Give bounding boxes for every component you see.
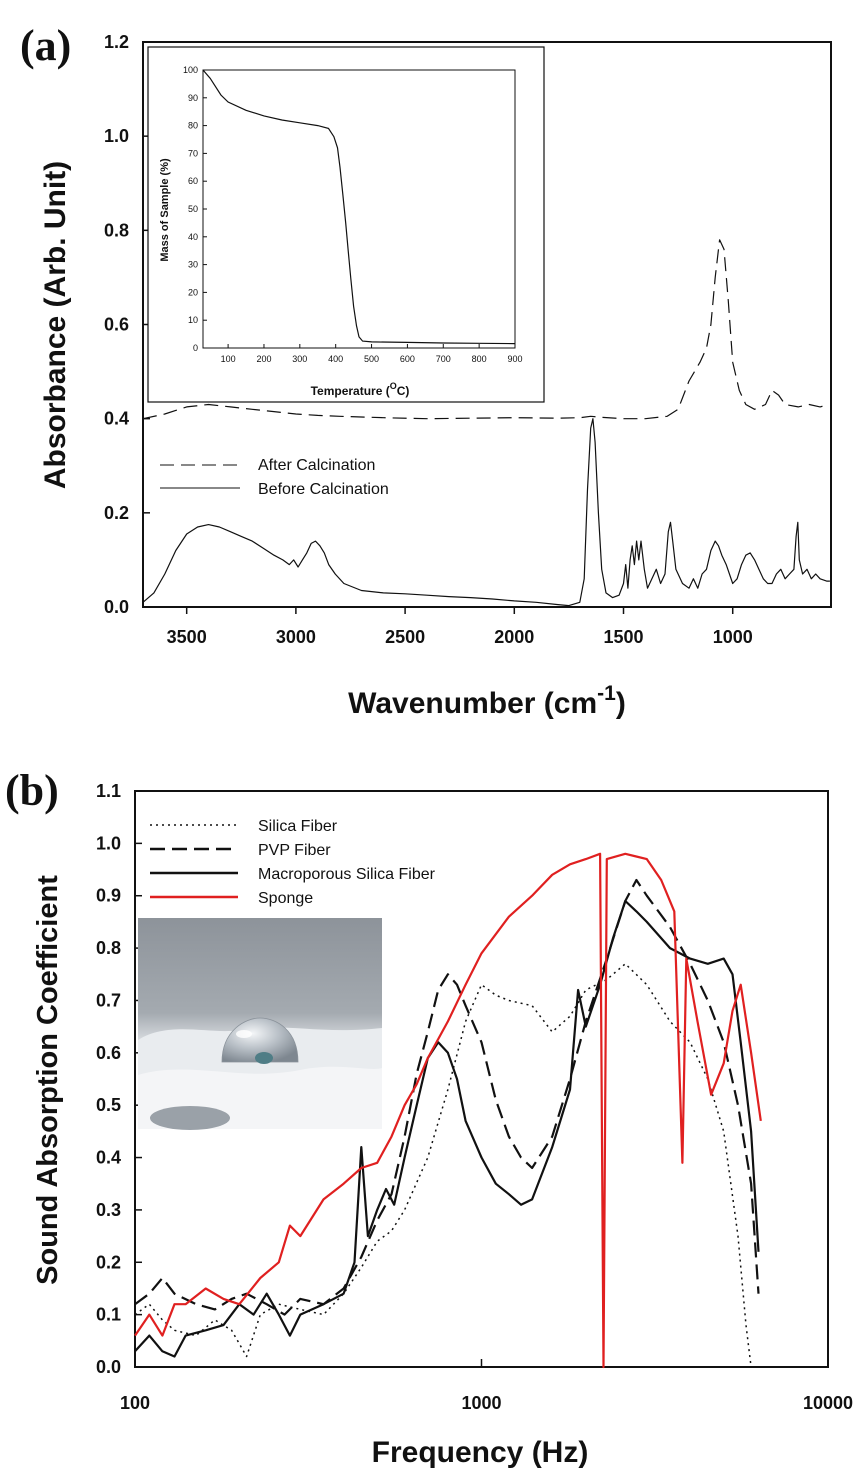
a-series-before-calcination-line (142, 418, 830, 607)
panel-a-label: (a) (20, 21, 71, 70)
a-y-tick-label: 0.0 (104, 597, 129, 617)
water-droplet-icon (221, 1017, 299, 1063)
panel-b: (b) 0.0 0.1 0.2 0.3 0.4 0.5 0.6 0.7 0.8 0.9 1.0 1.1… (5, 766, 853, 1469)
a-y-tick-label: 0.2 (104, 503, 129, 523)
inset-y-tick-label: 80 (188, 121, 198, 131)
panel-a-inset: 0 10 20 30 40 50 60 70 80 90 100 100 200 300 400 500 60… (147, 46, 545, 403)
inset-y-ticks: 0 10 20 30 40 50 60 70 80 90 100 (183, 65, 207, 353)
inset-y-tick-label: 40 (188, 232, 198, 242)
b-y-tick-label: 0.5 (96, 1095, 121, 1115)
b-x-tick-label: 1000 (461, 1393, 501, 1413)
a-x-tick-label: 1500 (603, 627, 643, 647)
inset-x-tick-label: 100 (221, 354, 236, 364)
panel-b-y-axis-label: Sound Absorption Coefficient (32, 875, 64, 1285)
a-series-after-calcination-line (142, 239, 829, 420)
inset-y-tick-label: 50 (188, 204, 198, 214)
inset-x-tick-label: 800 (472, 354, 487, 364)
panel-a-x-axis-label-sup: -1 (597, 682, 616, 705)
b-series-pvp-fiber-line (134, 878, 760, 1316)
legend-sponge-label: Sponge (258, 890, 313, 907)
inset-y-tick-label: 10 (188, 315, 198, 325)
b-x-tick-label: 10000 (803, 1393, 853, 1413)
legend-macroporous-silica-fiber-label: Macroporous Silica Fiber (258, 866, 436, 883)
droplet-reflection (255, 1052, 273, 1064)
b-y-tick-label: 0.3 (96, 1200, 121, 1220)
inset-y-tick-label: 100 (183, 65, 198, 75)
panel-b-y-ticks: 0.0 0.1 0.2 0.3 0.4 0.5 0.6 0.7 0.8 0.9 1.0 1.1 (96, 781, 142, 1377)
inset-x-tick-label: 400 (328, 354, 343, 364)
a-y-tick-label: 1.0 (104, 126, 129, 146)
a-y-tick-label: 0.8 (104, 220, 129, 240)
inset-mass-curve (202, 69, 516, 345)
panel-a-legend: After Calcination Before Calcination (160, 457, 389, 498)
panel-b-x-axis-label: Frequency (Hz) (372, 1436, 589, 1469)
a-x-tick-label: 1000 (713, 627, 753, 647)
inset-y-tick-label: 70 (188, 148, 198, 158)
inset-x-tick-label: 200 (256, 354, 271, 364)
b-series-macroporous-silica-fiber-line (134, 899, 760, 1358)
b-x-tick-label: 100 (120, 1393, 150, 1413)
inset-x-ticks: 100 200 300 400 500 600 700 800 900 (221, 344, 523, 364)
panel-a-x-axis-label: Wavenumber (cm-1) (348, 682, 626, 720)
panel-a-x-axis-label-text: Wavenumber (cm (348, 687, 597, 720)
inset-x-tick-label: 500 (364, 354, 379, 364)
panel-b-series (134, 852, 762, 1369)
b-y-tick-label: 0.1 (96, 1305, 121, 1325)
inset-x-tick-label: 600 (400, 354, 415, 364)
b-y-tick-label: 1.0 (96, 833, 121, 853)
b-y-tick-label: 1.1 (96, 781, 121, 801)
b-series-silica-fiber-line (134, 963, 752, 1368)
panel-a-y-ticks: 0.0 0.2 0.4 0.6 0.8 1.0 1.2 (104, 32, 150, 617)
b-y-tick-label: 0.8 (96, 938, 121, 958)
inset-y-axis-label: Mass of Sample (%) (159, 158, 171, 262)
a-x-tick-label: 2000 (494, 627, 534, 647)
legend-silica-fiber-label: Silica Fiber (258, 818, 338, 835)
panel-a: (a) 0.00.20.40.60.81.01.2 3500 3000 2500 20… (20, 21, 832, 720)
water-droplet-on-sponge-photo (138, 918, 382, 1130)
b-y-tick-label: 0.4 (96, 1148, 121, 1168)
b-y-tick-label: 0.9 (96, 886, 121, 906)
inset-x-axis-label-end: C) (397, 384, 410, 398)
inset-x-axis-label: Temperature (OC) (311, 381, 410, 398)
b-series-sponge-line (134, 852, 762, 1369)
inset-y-tick-label: 30 (188, 260, 198, 270)
inset-x-axis-label-sup: O (390, 381, 397, 391)
inset-x-tick-label: 700 (436, 354, 451, 364)
b-y-tick-label: 0.6 (96, 1043, 121, 1063)
panel-a-y-axis-label: Absorbance (Arb. Unit) (39, 161, 72, 489)
panel-b-label: (b) (5, 766, 59, 815)
a-y-tick-label: 0.4 (104, 409, 129, 429)
b-y-tick-label: 0.0 (96, 1357, 121, 1377)
panel-a-x-ticks: 3500 3000 2500 2000 1500 1000 (167, 607, 753, 647)
panel-a-x-axis-label-end: ) (616, 687, 626, 720)
b-y-tick-label: 0.7 (96, 990, 121, 1010)
panel-b-legend: Silica Fiber PVP Fiber Macroporous Silic… (150, 818, 436, 907)
photo-shadow (150, 1106, 230, 1130)
a-y-tick-label: 0.6 (104, 315, 129, 335)
panel-a-series (142, 239, 830, 607)
legend-pvp-fiber-label: PVP Fiber (258, 842, 331, 859)
legend-after-calcination-label: After Calcination (258, 457, 375, 474)
inset-x-tick-label: 300 (292, 354, 307, 364)
inset-y-tick-label: 60 (188, 176, 198, 186)
panel-b-x-ticks: 100 1000 10000 (120, 1359, 853, 1413)
droplet-highlight (236, 1030, 252, 1038)
b-y-tick-label: 0.2 (96, 1252, 121, 1272)
inset-x-tick-label: 900 (507, 354, 522, 364)
a-x-tick-label: 3500 (167, 627, 207, 647)
inset-y-tick-label: 0 (193, 343, 198, 353)
inset-y-tick-label: 20 (188, 287, 198, 297)
inset-x-axis-label-text: Temperature ( (311, 384, 390, 398)
legend-before-calcination-label: Before Calcination (258, 481, 389, 498)
inset-y-tick-label: 90 (188, 93, 198, 103)
a-x-tick-label: 3000 (276, 627, 316, 647)
a-y-tick-label: 1.2 (104, 32, 129, 52)
a-x-tick-label: 2500 (385, 627, 425, 647)
